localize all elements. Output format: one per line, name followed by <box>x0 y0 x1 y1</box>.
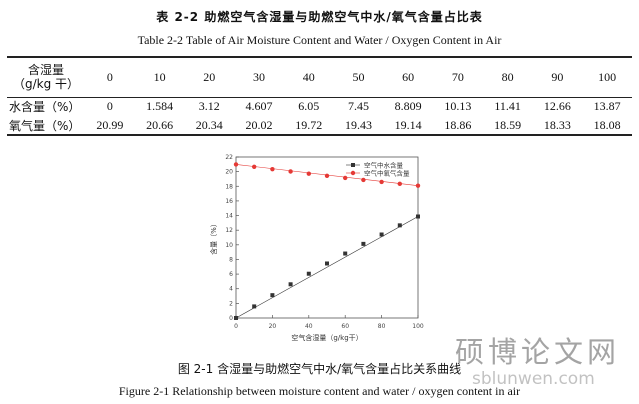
y-tick-label: 10 <box>225 242 233 249</box>
header-label-line2: （g/kg 干） <box>12 77 80 92</box>
table-cell: 4.607 <box>245 99 273 114</box>
oxygen-point <box>270 166 275 172</box>
row-label: 水含量（%） <box>9 100 81 115</box>
oxygen-point <box>324 173 330 179</box>
table-cell: 20.66 <box>146 117 174 132</box>
water-point <box>343 251 348 256</box>
watermark-text: 硕博论文网 <box>455 335 621 369</box>
header-col-20: 20 <box>184 57 235 98</box>
table-cell: 19.72 <box>295 117 323 132</box>
legend-marker-1 <box>350 170 356 176</box>
x-tick-label: 80 <box>378 323 386 330</box>
table-cell: 19.43 <box>344 117 372 132</box>
series-line-0 <box>235 216 419 319</box>
table-cell: 0 <box>106 99 113 114</box>
header-col-90: 90 <box>532 57 583 98</box>
table-title-en: Table 2-2 Table of Air Moisture Content … <box>137 33 502 47</box>
oxygen-point <box>252 164 257 170</box>
y-tick-label: 2 <box>229 300 233 307</box>
x-tick-label: 20 <box>269 323 277 330</box>
data-table: 含湿量 （g/kg 干） 0 10 20 30 40 50 60 70 80 90 100 水含量（… <box>7 56 632 136</box>
table-cell: 19.14 <box>394 117 422 132</box>
table-cell: 6.05 <box>298 99 320 114</box>
header-col-10: 10 <box>134 57 185 98</box>
plot-frame <box>235 156 419 319</box>
table-body: 水含量（%） 0 1.584 3.12 4.607 6.05 7.45 8.809 10.13 1… <box>7 97 632 135</box>
y-tick-label: 0 <box>229 315 233 322</box>
header-col-70: 70 <box>433 57 483 98</box>
figure-caption-cn: 图 2-1 含湿量与助燃空气中水/氧气含量占比关系曲线 <box>177 362 462 376</box>
y-tick-label: 20 <box>225 169 233 176</box>
oxygen-point <box>233 162 239 167</box>
chart: 0 20 40 60 80 100 0 2 4 6 8 10 12 14 16 18 20 22 空气含湿量（g/k… <box>209 154 424 342</box>
y-axis-label: 含量（%） <box>209 220 218 255</box>
watermark-url: sblunwen.com <box>472 369 595 389</box>
water-point <box>288 282 293 287</box>
row-label: 氧气量（%） <box>9 118 81 133</box>
oxygen-point <box>288 169 293 174</box>
table-cell: 18.86 <box>444 117 472 132</box>
water-point <box>361 241 366 246</box>
legend-label-1: 空气中氧气含量 <box>364 169 410 178</box>
header-col-40: 40 <box>283 57 334 98</box>
table-cell: 1.584 <box>146 99 174 114</box>
y-tick-label: 22 <box>225 154 233 161</box>
header-col-50: 50 <box>333 57 384 98</box>
table-cell: 3.12 <box>198 99 220 114</box>
water-point <box>325 261 329 266</box>
table-cell: 8.809 <box>394 99 422 114</box>
oxygen-point <box>397 181 402 187</box>
table-title-cn: 表 2-2 助燃空气含湿量与助燃空气中水/氧气含量占比表 <box>156 10 483 24</box>
table-row: 氧气量（%） 20.99 20.66 20.34 20.02 19.72 19.43 19.1… <box>7 116 632 135</box>
water-point <box>234 316 238 320</box>
oxygen-point <box>343 175 348 181</box>
table-cell: 10.13 <box>444 99 472 114</box>
table-cell: 7.45 <box>347 99 369 114</box>
y-tick-label: 4 <box>229 286 233 293</box>
x-tick-label: 100 <box>412 323 424 330</box>
table-row: 水含量（%） 0 1.584 3.12 4.607 6.05 7.45 8.809 10.13 1… <box>7 97 632 116</box>
table-cell: 18.33 <box>543 117 571 132</box>
table-cell: 20.02 <box>245 117 273 132</box>
table-header-row: 含湿量 （g/kg 干） 0 10 20 30 40 50 60 70 80 90 100 <box>7 57 632 98</box>
y-tick-label: 18 <box>225 183 233 190</box>
water-point <box>397 223 402 228</box>
water-point <box>379 232 384 237</box>
oxygen-point <box>379 179 384 185</box>
legend-label-0: 空气中水含量 <box>364 161 404 170</box>
header-col-80: 80 <box>482 57 533 98</box>
header-col-0: 0 <box>85 57 135 98</box>
y-tick-label: 6 <box>229 271 233 278</box>
x-tick-label: 60 <box>341 323 349 330</box>
y-tick-label: 12 <box>225 227 233 234</box>
water-point <box>306 271 311 276</box>
legend-marker-0 <box>351 163 355 167</box>
oxygen-point <box>306 171 311 176</box>
table-cell: 20.34 <box>195 117 223 132</box>
water-point <box>270 293 275 298</box>
oxygen-point <box>415 183 421 188</box>
figure-caption-en: Figure 2-1 Relationship between moisture… <box>118 384 521 398</box>
x-tick-label: 40 <box>305 323 313 330</box>
x-axis-label: 空气含湿量（g/kg干） <box>291 333 362 342</box>
table-cell: 12.66 <box>543 99 571 114</box>
water-point <box>252 304 257 309</box>
table-cell: 18.08 <box>593 117 621 132</box>
header-col-60: 60 <box>383 57 434 98</box>
header-col-100: 100 <box>582 57 632 98</box>
header-label-line1: 含湿量 <box>27 63 64 78</box>
y-tick-label: 14 <box>225 213 233 220</box>
table-cell: 20.99 <box>96 117 124 132</box>
oxygen-point <box>361 177 366 183</box>
table-cell: 18.59 <box>494 117 522 132</box>
header-label-cell: 含湿量 （g/kg 干） <box>7 57 85 98</box>
table-cell: 11.41 <box>494 99 521 114</box>
y-tick-label: 8 <box>229 256 233 263</box>
y-tick-label: 16 <box>225 198 233 205</box>
water-point <box>416 214 420 219</box>
header-col-30: 30 <box>234 57 284 98</box>
table-cell: 13.87 <box>593 99 621 114</box>
x-tick-label: 0 <box>234 323 238 330</box>
